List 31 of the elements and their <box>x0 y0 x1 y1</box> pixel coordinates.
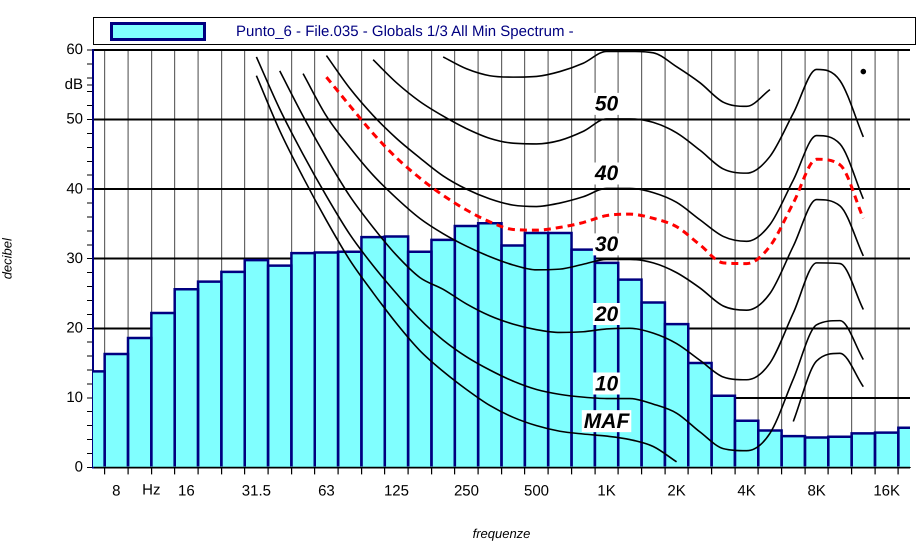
x-tick-label: 250 <box>454 482 479 500</box>
y-tick-label: 50 <box>66 110 83 128</box>
y-tick-label: 60 <box>66 41 83 58</box>
annotation: 30 <box>594 233 619 256</box>
x-tick-label: 125 <box>384 482 409 500</box>
annotation: 10 <box>594 372 619 396</box>
annotation: 20 <box>594 302 619 326</box>
x-tick-label: 31.5 <box>242 482 271 500</box>
text: Punto_6 - File.035 - Globals 1/3 All Min Spectrum - <box>236 22 574 40</box>
text: Hz <box>142 482 161 499</box>
x-tick-label: 500 <box>524 482 550 500</box>
y-tick-label: 40 <box>66 180 83 198</box>
x-tick-label: 63 <box>318 482 335 500</box>
y-tick-label: 30 <box>66 250 83 267</box>
x-tick-label: 1K <box>597 482 616 500</box>
y-tick-label: 0 <box>74 458 83 476</box>
annotation: 50 <box>594 92 619 116</box>
x-tick-label: 8K <box>807 482 826 500</box>
x-tick-label: 8 <box>112 482 121 500</box>
x-tick-label: 4K <box>737 482 756 500</box>
annotation: 40 <box>594 162 619 186</box>
x-tick-label: 2K <box>667 482 686 500</box>
x-tick-label: 16 <box>178 482 195 500</box>
line-series <box>324 76 865 266</box>
y-tick-label: 20 <box>66 319 83 336</box>
y-tick-label: 10 <box>66 388 83 406</box>
x-axis-title: frequenze <box>472 526 530 541</box>
x-tick-label: 16K <box>873 482 900 500</box>
annotation: MAF <box>584 410 630 433</box>
y-tick-label: dB <box>64 76 83 93</box>
y-axis-title: decibel <box>0 236 14 280</box>
